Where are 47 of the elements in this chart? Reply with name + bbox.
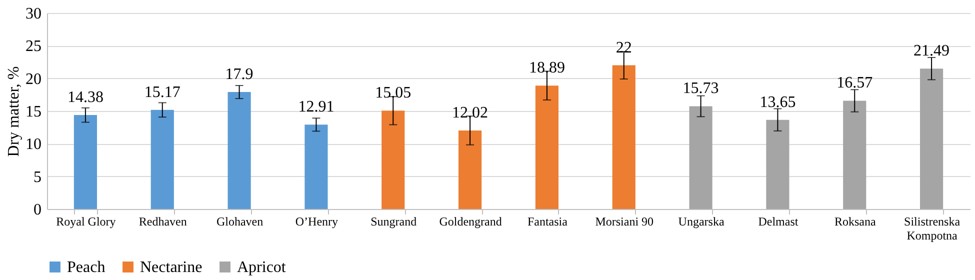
data-label: 22 xyxy=(616,39,632,56)
x-tick-label: Morsiani 90 xyxy=(595,214,654,228)
x-tick-label: Sungrand xyxy=(370,214,417,228)
bar xyxy=(150,110,174,209)
x-tick-label: Silistrenska Kompotna xyxy=(904,214,961,242)
bar xyxy=(689,106,712,209)
data-label: 12.91 xyxy=(298,98,334,116)
bar xyxy=(228,92,251,209)
x-tick-label: Redhaven xyxy=(138,214,187,228)
legend-label: Apricot xyxy=(237,259,286,276)
y-tick-label: 0 xyxy=(34,202,42,218)
data-label: 15.05 xyxy=(375,84,412,102)
x-tick-label: Ungarska xyxy=(678,214,725,228)
bar xyxy=(920,68,944,209)
y-tick-label: 30 xyxy=(26,6,42,22)
bar xyxy=(304,124,328,209)
legend-label: Peach xyxy=(67,259,106,276)
bar xyxy=(535,86,558,209)
data-label: 18.89 xyxy=(528,60,565,77)
bar xyxy=(843,100,866,209)
x-tick-label: O’Henry xyxy=(295,214,338,228)
y-tick-label: 10 xyxy=(26,136,42,154)
x-tick-label: Fantasia xyxy=(527,214,568,228)
data-label: 13.65 xyxy=(760,94,796,111)
y-tick-label: 5 xyxy=(34,168,42,186)
x-tick-label: Delmast xyxy=(758,214,799,228)
data-label: 16.57 xyxy=(836,74,873,92)
data-label: 12.02 xyxy=(452,104,488,122)
x-tick-label: Goldengrand xyxy=(439,214,502,228)
bar xyxy=(458,130,482,209)
y-tick-label: 25 xyxy=(26,38,42,56)
data-label: 21.49 xyxy=(914,42,950,60)
bar xyxy=(74,115,97,209)
x-tick-label: Glohaven xyxy=(216,214,264,228)
data-label: 15.17 xyxy=(144,84,180,101)
y-tick-label: 15 xyxy=(26,104,42,120)
x-tick-label: Roksana xyxy=(834,214,876,228)
x-tick-label: Royal Glory xyxy=(56,214,116,228)
data-label: 15.73 xyxy=(682,80,719,98)
y-axis-title: Dry matter, % xyxy=(6,66,22,157)
bar xyxy=(382,110,405,209)
bar xyxy=(766,120,790,209)
y-tick-label: 20 xyxy=(26,70,42,88)
data-label: 17.9 xyxy=(225,66,254,84)
data-label: 14.38 xyxy=(67,89,104,106)
legend-label: Nectarine xyxy=(140,259,202,276)
bar xyxy=(612,65,636,209)
